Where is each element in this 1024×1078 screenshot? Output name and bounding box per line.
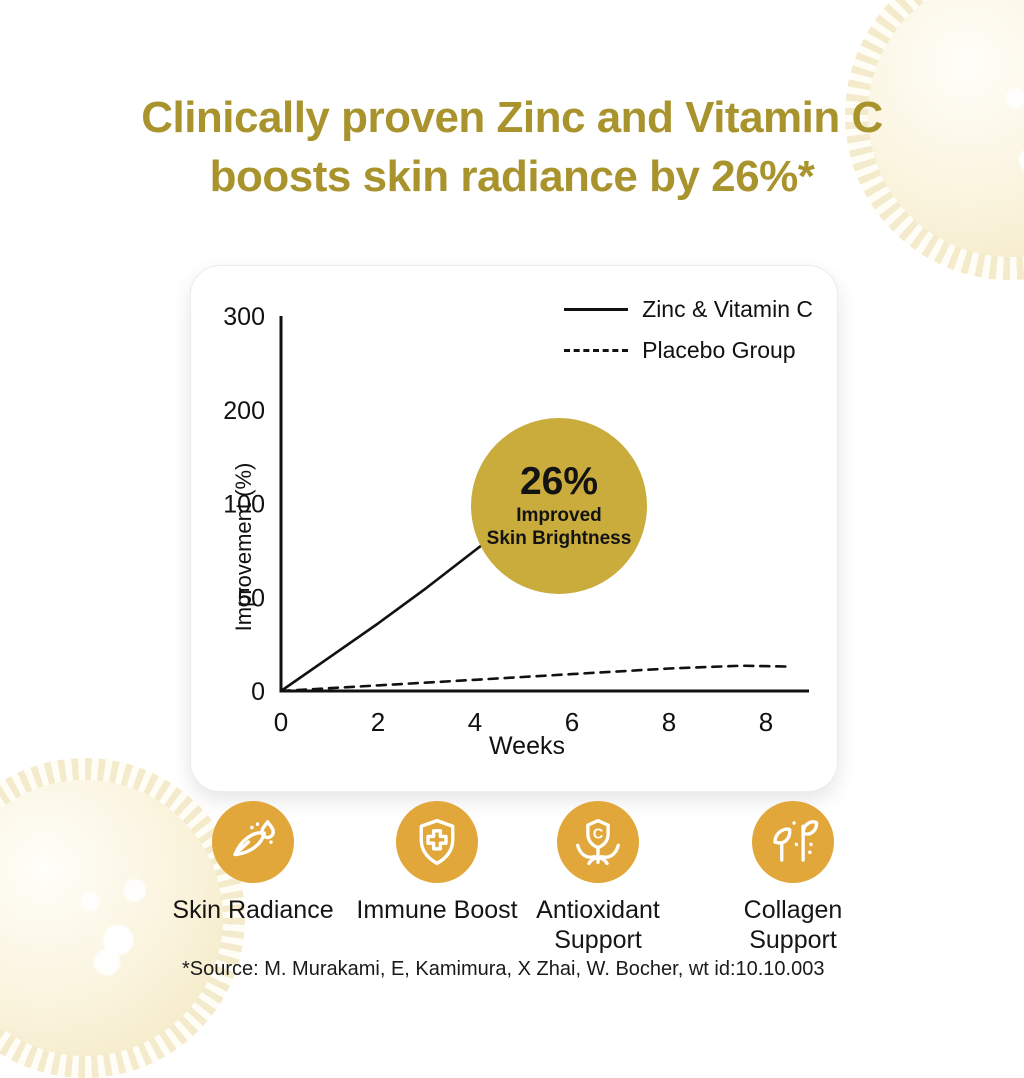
y-tick-label: 300: [223, 303, 265, 331]
series-line-dashed: [279, 664, 792, 693]
benefit-collagen-support: Collagen Support: [698, 801, 888, 955]
x-axis-label: Weeks: [489, 732, 565, 760]
x-tick-label: 8: [662, 707, 676, 737]
badge-circle: [396, 801, 478, 883]
legend-item-zinc-vitamin-c: Zinc & Vitamin C: [564, 296, 813, 323]
y-axis-label: Improvement (%): [231, 462, 256, 632]
x-tick-label: 8: [759, 707, 773, 737]
badge-circle: [752, 801, 834, 883]
plant-sprig-icon: [773, 820, 819, 862]
y-tick-label: 200: [223, 397, 265, 425]
legend-item-placebo-group: Placebo Group: [564, 337, 813, 364]
y-tick-label: 100: [223, 491, 265, 519]
benefit-skin-radiance: Skin Radiance: [158, 801, 348, 925]
x-tick-label: 0: [274, 707, 288, 737]
y-tick-label: 0: [251, 678, 265, 706]
benefit-label: Antioxidant Support: [536, 896, 660, 954]
shield-cross-icon: [419, 818, 455, 866]
benefit-label: Skin Radiance: [172, 896, 334, 924]
svg-text:C: C: [593, 827, 604, 843]
page-title: Clinically proven Zinc and Vitamin C boo…: [0, 89, 1024, 205]
badge-circle: [212, 801, 294, 883]
annotation-line1: Improved: [516, 504, 602, 526]
benefit-label: Collagen Support: [743, 896, 843, 954]
badge-circle: C: [557, 801, 639, 883]
x-tick-label: 2: [371, 707, 385, 737]
vitamin-c-flower-icon: C: [576, 818, 620, 866]
benefit-label: Immune Boost: [356, 896, 518, 924]
feather-droplet-icon: [233, 820, 275, 857]
x-tick-label: 6: [565, 707, 579, 737]
annotation-value: 26%: [519, 459, 599, 503]
legend-label: Placebo Group: [642, 337, 796, 363]
annotation-line2: Skin Brightness: [486, 528, 632, 550]
chart-legend: Zinc & Vitamin C Placebo Group: [564, 296, 813, 378]
chart-card: 0 50 100 200 300 0 2 4 6 8 8 Improvement (%) Weeks…: [190, 265, 838, 792]
source-citation: *Source: M. Murakami, E, Kamimura, X Zha…: [182, 958, 825, 980]
benefit-immune-boost: Immune Boost: [342, 801, 532, 925]
y-tick-label: 50: [237, 584, 265, 612]
page-title-line2: boosts skin radiance by 26%*: [209, 151, 815, 201]
x-tick-label: 4: [468, 707, 482, 737]
dashed-line-swatch-icon: [564, 349, 629, 352]
page-title-line1: Clinically proven Zinc and Vitamin C: [141, 93, 883, 143]
line-chart: 0 50 100 200 300 0 2 4 6 8 8: [223, 303, 809, 737]
benefit-antioxidant-support: C Antioxidant Support: [503, 801, 693, 955]
legend-label: Zinc & Vitamin C: [642, 296, 813, 322]
series-line-solid: [279, 543, 484, 693]
solid-line-swatch-icon: [564, 308, 629, 311]
result-annotation-circle: 26% Improved Skin Brightness: [471, 418, 647, 594]
